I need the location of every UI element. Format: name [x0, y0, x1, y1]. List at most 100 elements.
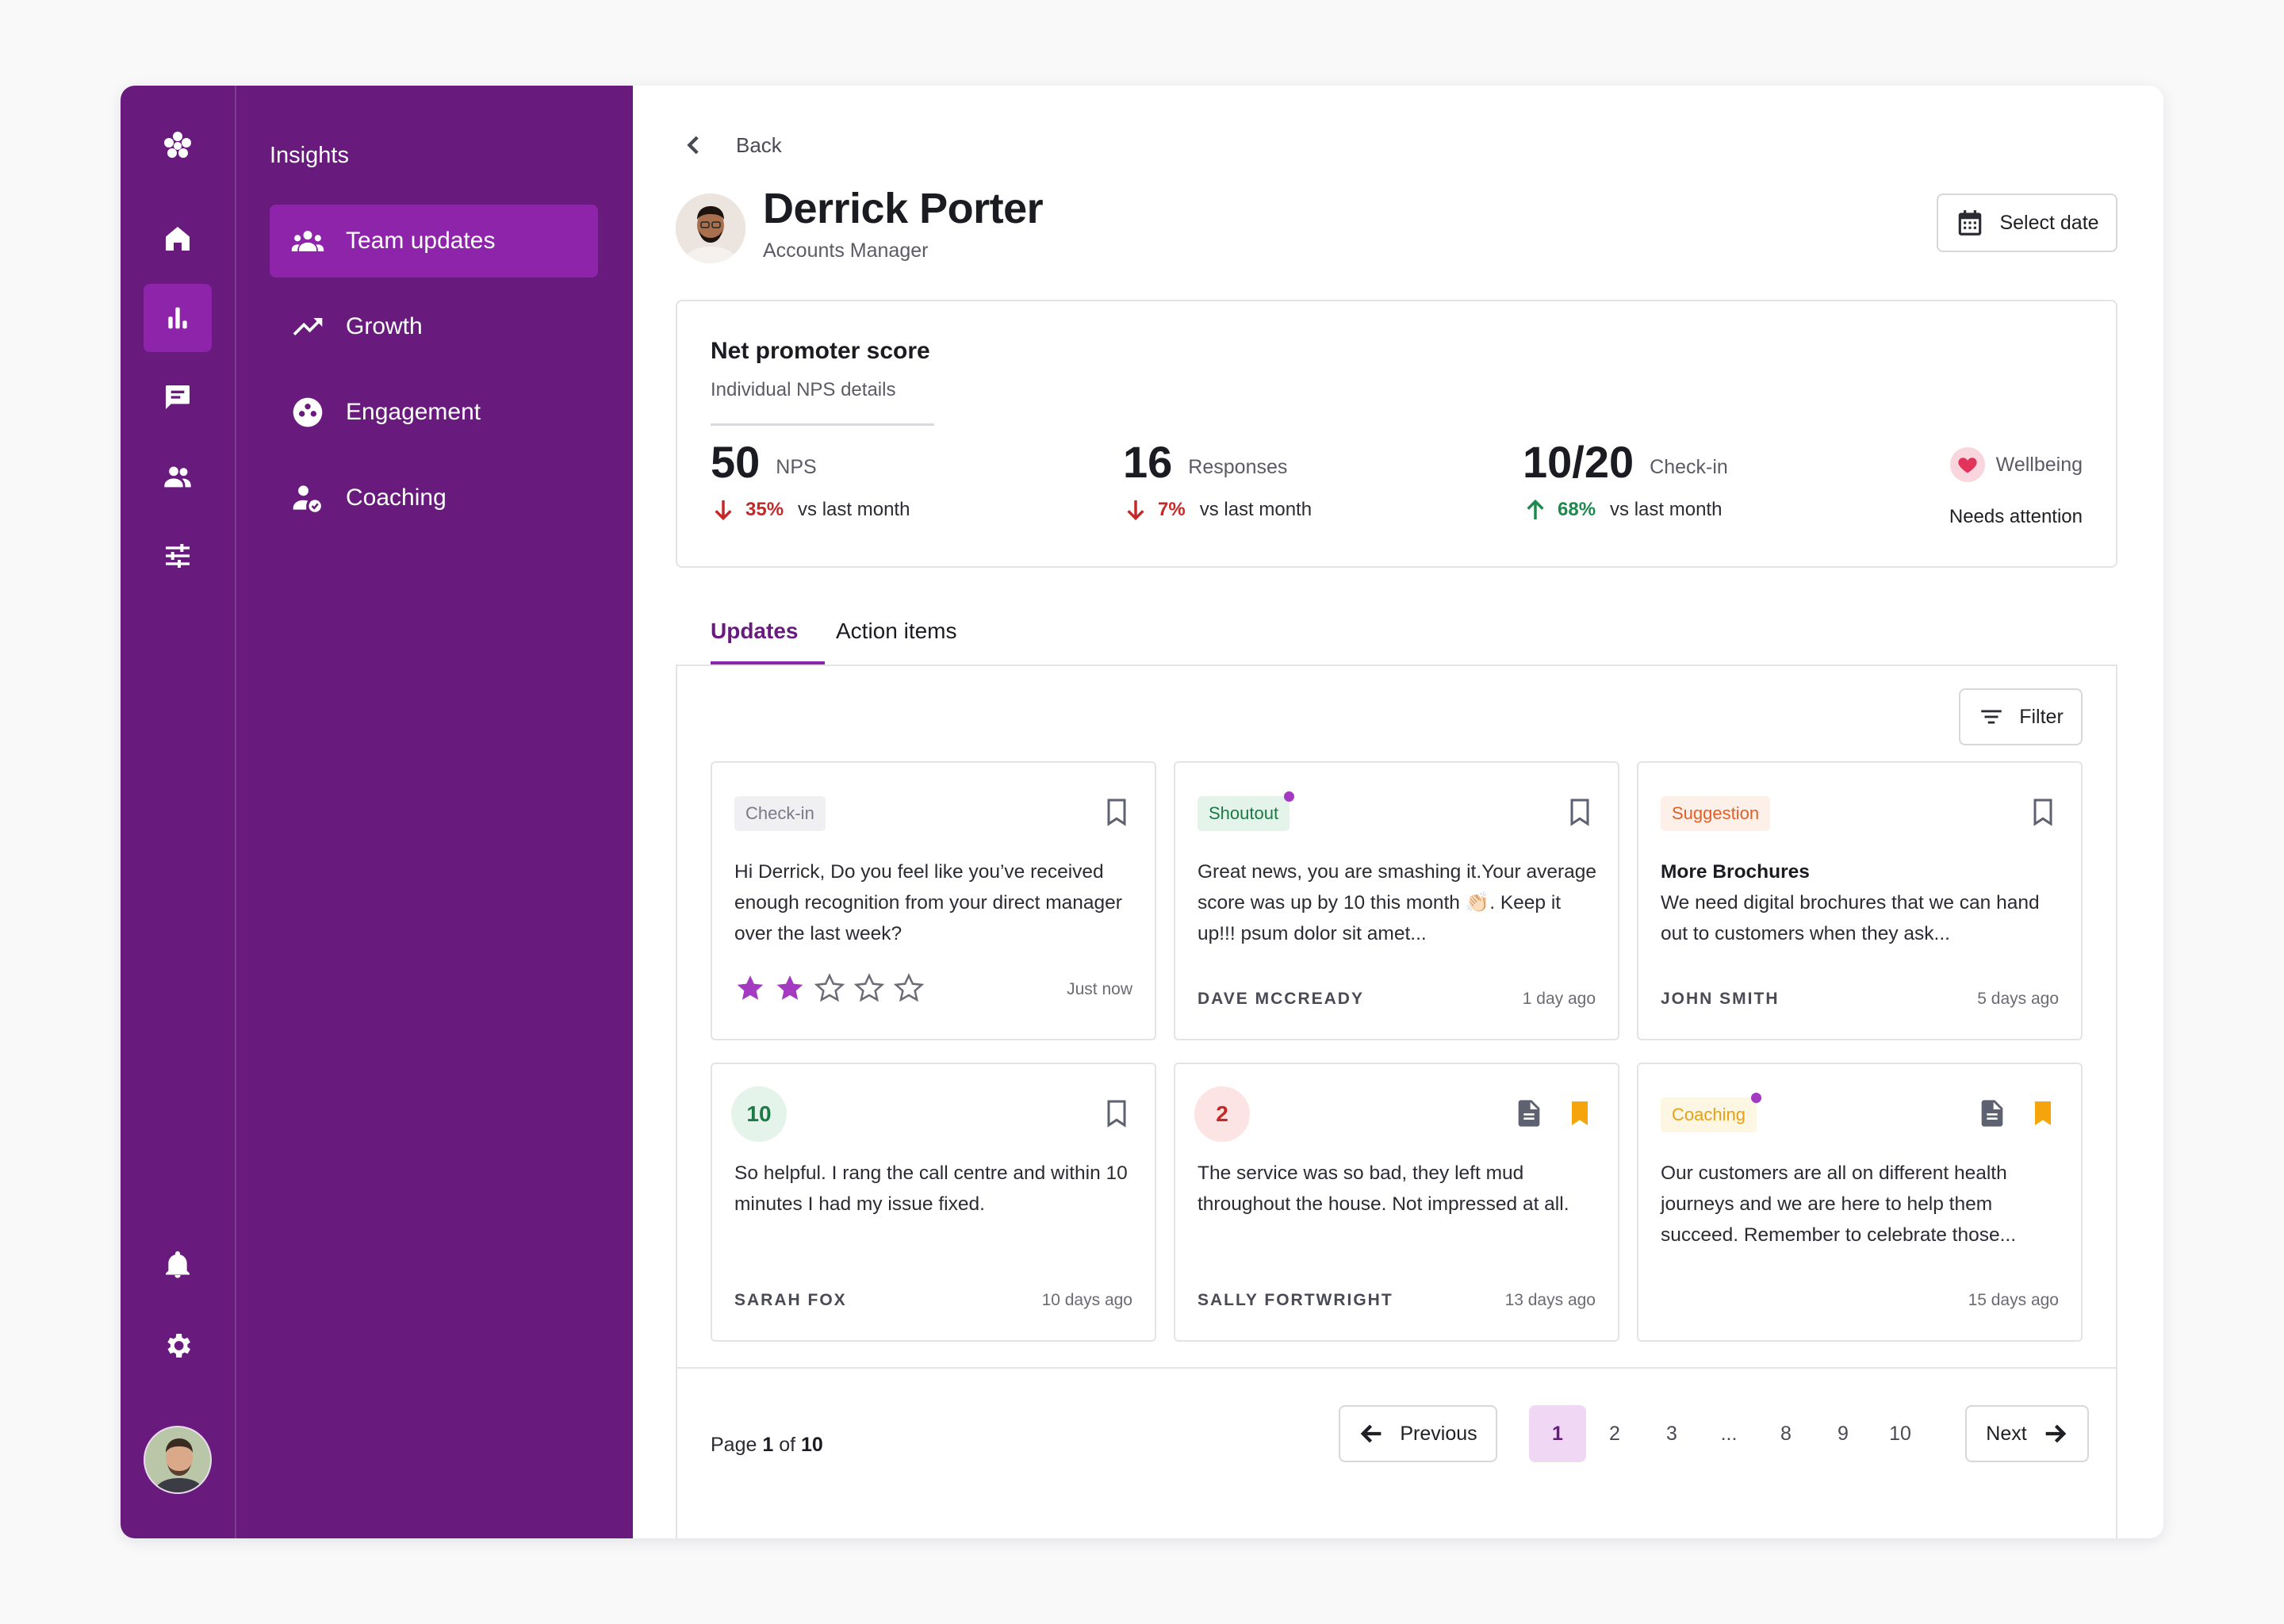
nav-label: Growth	[346, 313, 423, 339]
nav-item-engagement[interactable]: Engagement	[270, 376, 598, 449]
nav-label: Team updates	[346, 228, 496, 254]
people-icon[interactable]	[144, 442, 212, 511]
delta-suffix: vs last month	[1610, 499, 1723, 520]
nav-item-growth[interactable]: Growth	[270, 290, 598, 363]
main-content: Back Derrick Porter Accounts Manager Sel…	[633, 86, 2163, 1538]
user-avatar[interactable]	[144, 1426, 212, 1494]
update-card[interactable]: 2 The service was so bad, they left mud …	[1174, 1063, 1619, 1342]
tag-label: Shoutout	[1209, 803, 1279, 823]
nps-title: Net promoter score	[711, 338, 930, 364]
next-button[interactable]: Next	[1965, 1405, 2089, 1462]
back-label: Back	[736, 132, 782, 157]
update-card[interactable]: 10 So helpful. I rang the call centre an…	[711, 1063, 1156, 1342]
profile-role: Accounts Manager	[763, 239, 929, 262]
bookmark-filled-icon[interactable]	[2027, 1097, 2059, 1129]
star-filled-icon[interactable]	[734, 972, 766, 1004]
update-card[interactable]: Suggestion More Brochures We need digita…	[1637, 761, 2083, 1040]
card-body: So helpful. I rang the call centre and w…	[734, 1162, 1128, 1215]
page-of: of	[779, 1434, 796, 1456]
bookmark-icon[interactable]	[1101, 1097, 1132, 1129]
insights-chart-icon[interactable]	[144, 284, 212, 352]
previous-label: Previous	[1400, 1422, 1477, 1445]
tag-suggestion: Suggestion	[1661, 796, 1771, 831]
select-date-button[interactable]: Select date	[1937, 193, 2117, 252]
arrow-up-icon	[1527, 499, 1544, 519]
metric-responses: 16 Responses 7% vs last month	[1123, 436, 1312, 523]
page-number[interactable]: 8	[1780, 1422, 1792, 1445]
nps-card: Net promoter score Individual NPS detail…	[676, 300, 2117, 568]
delta-percent: 7%	[1158, 499, 1186, 520]
tag-checkin: Check-in	[734, 796, 826, 831]
filter-icon	[1981, 710, 2002, 724]
star-empty-icon[interactable]	[853, 972, 885, 1004]
logo-icon[interactable]	[144, 111, 212, 179]
star-empty-icon[interactable]	[893, 972, 925, 1004]
active-tab-indicator	[711, 661, 825, 665]
metric-value: 10/20	[1523, 437, 1634, 487]
update-card[interactable]: Coaching Our customers are all on differ…	[1637, 1063, 2083, 1342]
card-title: More Brochures	[1661, 861, 1810, 883]
nps-subtitle: Individual NPS details	[711, 379, 896, 400]
previous-button[interactable]: Previous	[1339, 1405, 1497, 1462]
arrow-down-icon	[1127, 500, 1144, 521]
tab-updates[interactable]: Updates	[711, 619, 799, 643]
wellbeing-metric: Wellbeing Needs attention	[1949, 447, 2083, 528]
card-body: Great news, you are smashing it.Your ave…	[1198, 861, 1596, 944]
score-badge: 10	[731, 1086, 787, 1142]
page-number[interactable]: 10	[1889, 1422, 1911, 1445]
arrow-left-icon	[1361, 1424, 1382, 1443]
update-card[interactable]: Check-in Hi Derrick, Do you feel like yo…	[711, 761, 1156, 1040]
bell-icon[interactable]	[144, 1231, 212, 1299]
wellbeing-label: Wellbeing	[1995, 453, 2083, 476]
star-rating[interactable]	[734, 972, 933, 1004]
page-number[interactable]: 2	[1609, 1422, 1620, 1445]
tag-label: Coaching	[1672, 1105, 1746, 1124]
nav-item-coaching[interactable]: Coaching	[270, 462, 598, 534]
icon-rail	[121, 86, 236, 1538]
page-current: 1	[762, 1434, 774, 1456]
card-author: DAVE MCCREADY	[1198, 990, 1364, 1008]
metric-delta: 7% vs last month	[1123, 497, 1312, 523]
bookmark-icon[interactable]	[1564, 796, 1596, 828]
bookmark-icon[interactable]	[2027, 796, 2059, 828]
document-icon[interactable]	[1976, 1097, 2008, 1129]
engagement-icon	[293, 397, 323, 427]
nav-item-team-updates[interactable]: Team updates	[270, 205, 598, 278]
page-number[interactable]: 3	[1666, 1422, 1677, 1445]
document-icon[interactable]	[1513, 1097, 1545, 1129]
settings-sliders-icon[interactable]	[144, 522, 212, 590]
card-author: SARAH FOX	[734, 1291, 847, 1309]
updates-panel: Filter Check-in Hi Derrick, Do you feel …	[676, 665, 2117, 1538]
card-body: Hi Derrick, Do you feel like you’ve rece…	[734, 861, 1122, 944]
card-body: Our customers are all on different healt…	[1661, 1162, 2017, 1246]
update-card[interactable]: Shoutout Great news, you are smashing it…	[1174, 761, 1619, 1040]
arrow-down-icon	[715, 500, 732, 521]
unread-dot	[1284, 791, 1295, 802]
bookmark-icon[interactable]	[1101, 796, 1132, 828]
coaching-icon	[293, 485, 321, 512]
metric-checkin: 10/20 Check-in 68% vs last month	[1523, 436, 1728, 523]
star-empty-icon[interactable]	[814, 972, 845, 1004]
page-ellipsis: ...	[1720, 1422, 1738, 1445]
nav-heading: Insights	[270, 143, 349, 168]
messages-icon[interactable]	[144, 363, 212, 431]
card-author: SALLY FORTWRIGHT	[1198, 1291, 1393, 1309]
card-time: 10 days ago	[1041, 1291, 1132, 1309]
filter-button[interactable]: Filter	[1959, 688, 2083, 745]
star-filled-icon[interactable]	[774, 972, 806, 1004]
card-time: 5 days ago	[1977, 990, 2059, 1008]
home-icon[interactable]	[144, 205, 212, 273]
gear-icon[interactable]	[144, 1312, 212, 1380]
next-label: Next	[1986, 1422, 2027, 1445]
page-number[interactable]: 9	[1838, 1422, 1849, 1445]
tag-coaching: Coaching	[1661, 1093, 1761, 1132]
calendar-icon	[1959, 210, 1982, 236]
page-number[interactable]: 1	[1529, 1405, 1586, 1462]
team-icon	[291, 231, 324, 251]
bookmark-filled-icon[interactable]	[1564, 1097, 1596, 1129]
card-time: Just now	[1067, 980, 1132, 998]
filter-label: Filter	[2019, 705, 2064, 728]
tab-action-items[interactable]: Action items	[836, 619, 957, 643]
delta-percent: 68%	[1558, 499, 1596, 520]
back-button[interactable]: Back	[680, 132, 782, 159]
